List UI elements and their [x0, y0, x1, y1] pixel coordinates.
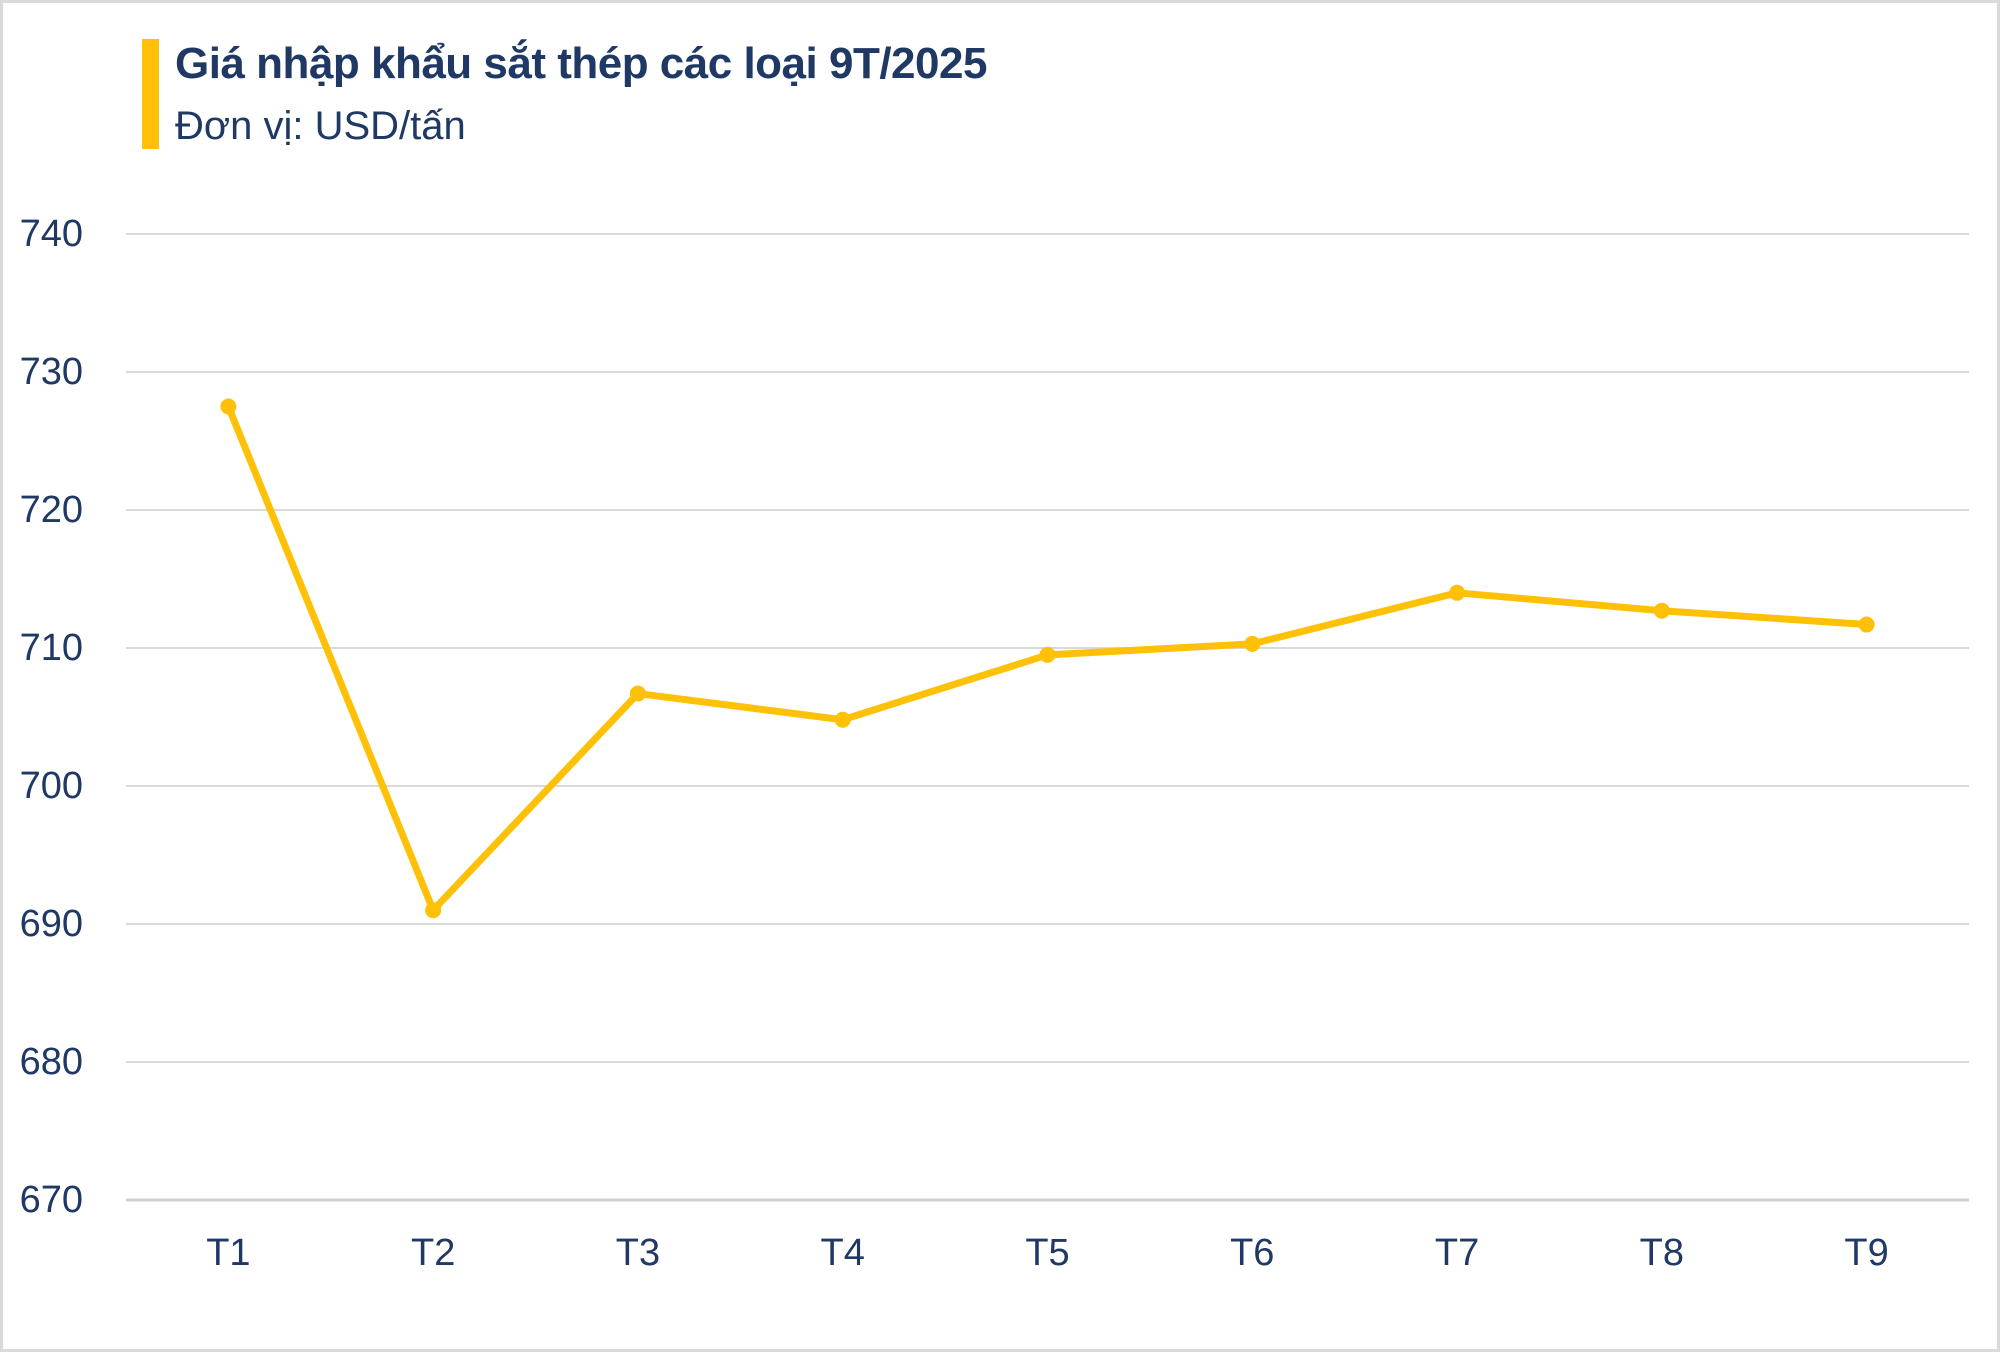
- y-tick-label: 740: [20, 213, 83, 255]
- y-tick-label: 690: [20, 903, 83, 945]
- y-tick-label: 730: [20, 351, 83, 393]
- chart-unit-label: Đơn vị: USD/tấn: [175, 104, 466, 148]
- title-block: Giá nhập khẩu sắt thép các loại 9T/2025 …: [175, 39, 987, 149]
- y-tick-label: 720: [20, 489, 83, 531]
- x-tick-label: T2: [411, 1232, 455, 1274]
- data-point-marker: [1858, 616, 1875, 633]
- x-tick-label: T1: [206, 1232, 250, 1274]
- x-tick-label: T5: [1025, 1232, 1069, 1274]
- data-point-marker: [1449, 584, 1466, 601]
- accent-bar: [142, 39, 159, 149]
- x-tick-label: T9: [1844, 1232, 1888, 1274]
- y-tick-label: 680: [20, 1041, 83, 1083]
- line-chart: 670 680 690 700 710 720 730 740 T1 T2 T3 T4 T5 T6 T7 T8…: [20, 213, 1969, 1274]
- x-tick-label: T8: [1640, 1232, 1684, 1274]
- chart-title: Giá nhập khẩu sắt thép các loại 9T/2025: [175, 39, 987, 88]
- x-tick-label: T4: [821, 1232, 865, 1274]
- y-tick-label: 710: [20, 627, 83, 669]
- data-point-marker: [834, 711, 851, 728]
- data-point-marker: [1244, 635, 1261, 652]
- x-tick-label: T6: [1230, 1232, 1274, 1274]
- y-tick-label: 670: [20, 1179, 83, 1221]
- x-tick-label: T3: [616, 1232, 660, 1274]
- y-tick-label: 700: [20, 765, 83, 807]
- data-point-marker: [220, 398, 237, 415]
- data-point-marker: [1039, 646, 1056, 663]
- x-tick-label: T7: [1435, 1232, 1479, 1274]
- data-point-marker: [425, 902, 442, 919]
- chart-header: Giá nhập khẩu sắt thép các loại 9T/2025 …: [142, 39, 987, 149]
- data-point-marker: [1653, 602, 1670, 619]
- data-point-marker: [629, 685, 646, 702]
